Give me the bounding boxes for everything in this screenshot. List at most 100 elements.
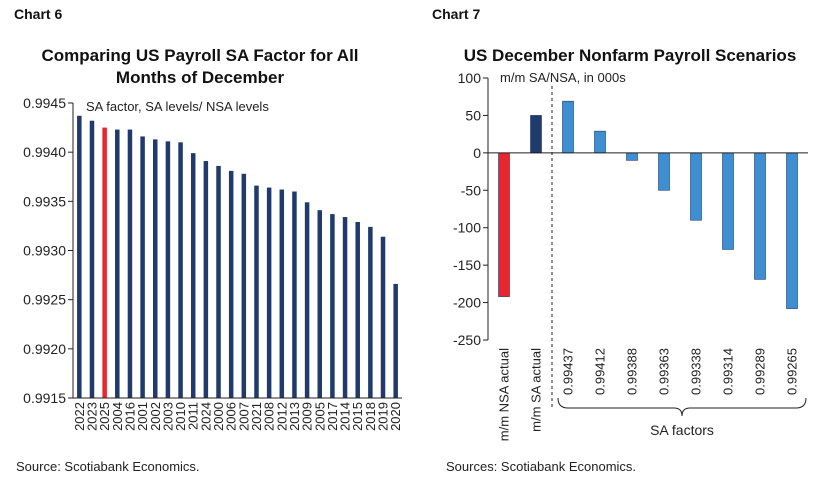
- chart-6-bar-2011: [190, 153, 196, 398]
- chart-6-source: Source: Scotiabank Economics.: [16, 459, 200, 474]
- chart-6-x-tick-label: 2001: [135, 402, 150, 431]
- chart-6-x-tick-label: 2006: [224, 402, 239, 431]
- chart-6-bar-2015: [355, 221, 360, 398]
- chart-6-x-tick-label: 2014: [338, 402, 353, 431]
- chart-7-bar-0.99412: [594, 130, 606, 154]
- chart-7-y-tick-label: 0: [473, 145, 481, 161]
- chart-6-y-tick-label: 0.9915: [23, 390, 66, 406]
- chart-6-x-tick-label: 2009: [300, 402, 315, 431]
- chart-7-x-tick-label: 0.99363: [657, 348, 672, 395]
- chart-6-bar-2005: [317, 210, 322, 398]
- chart-6-bar-2010: [178, 142, 183, 398]
- chart-6-x-tick-label: 2002: [148, 402, 163, 431]
- chart-7-x-tick-label: m/m NSA actual: [497, 348, 512, 441]
- chart-6-x-tick-label: 2011: [186, 402, 201, 430]
- chart-6-y-tick-label: 0.9920: [23, 341, 66, 357]
- chart-6-bar-2012: [279, 189, 285, 398]
- chart-6-x-tick-label: 2023: [84, 402, 99, 431]
- chart-6-bar-2023: [89, 120, 95, 398]
- chart-7-x-tick-label: 0.99265: [785, 348, 800, 395]
- chart-7-y-tick-label: -100: [453, 220, 481, 236]
- chart-7-x-tick-label: 0.99338: [689, 348, 704, 395]
- chart-7-bar-0.99437: [562, 100, 574, 154]
- chart-7-y-tick-label: 100: [458, 70, 482, 86]
- chart-6-x-tick-label: 2025: [97, 402, 112, 431]
- chart-6-x-tick-label: 2017: [325, 402, 340, 431]
- chart-6-bar-2007: [241, 173, 247, 398]
- chart-6-bar-2004: [115, 129, 120, 399]
- chart-7-bar-0.99363: [658, 152, 670, 191]
- chart-7-plot: m/m SA/NSA, in 000s 100 50 0 -50 -100 -150 -20…: [453, 70, 808, 441]
- chart-6-y-tick-label: 0.9940: [23, 144, 66, 160]
- chart-6-label: Chart 6: [14, 6, 63, 22]
- chart-6-x-tick-label: 2019: [376, 402, 391, 431]
- chart-6-x-tick-label: 2012: [274, 402, 289, 431]
- chart-6-x-tick-label: 2008: [262, 402, 277, 431]
- chart-6-bar-2016: [127, 129, 133, 399]
- chart-7-x-tick-label: 0.99412: [593, 348, 608, 395]
- chart-7-y-tick-label: -150: [453, 257, 481, 273]
- chart-6-y-tick-label: 0.9935: [23, 193, 66, 209]
- chart-6-bar-2014: [342, 217, 348, 398]
- chart-6-x-tick-label: 2022: [72, 402, 87, 431]
- chart-6-x-tick-label: 2000: [211, 402, 226, 431]
- chart-6-bar-2002: [153, 139, 158, 398]
- chart-6-bar-2021: [254, 185, 259, 398]
- chart-6-x-tick-label: 2015: [350, 402, 365, 431]
- chart-7-group-label: SA factors: [650, 422, 714, 438]
- chart-6-x-tick-label: 2007: [236, 402, 251, 431]
- chart-6-bar-2001: [140, 136, 145, 398]
- chart-7-annotation: m/m SA/NSA, in 000s: [500, 70, 626, 85]
- chart-7-y-tick-label: 50: [465, 107, 481, 123]
- chart-6-bar-2008: [266, 187, 272, 398]
- chart-6-y-tick-label: 0.9945: [23, 95, 66, 111]
- chart-6-y-tick-label: 0.9930: [23, 243, 66, 259]
- chart-7-sa-factors-brace: [557, 397, 807, 417]
- chart-6-bar-2025: [102, 127, 107, 398]
- chart-6-bar-2009: [304, 202, 310, 398]
- chart-6-panel: Chart 6 Comparing US Payroll SA Factor f…: [14, 6, 403, 474]
- chart-6-bar-2022: [77, 115, 82, 399]
- chart-7-source: Sources: Scotiabank Economics.: [446, 459, 637, 474]
- chart-6-x-tick-label: 2021: [249, 402, 264, 431]
- chart-6-x-tick-label: 2013: [287, 402, 302, 431]
- chart-7-x-tick-label: 0.99289: [753, 348, 768, 395]
- chart-7-bar-0.99289: [754, 152, 766, 280]
- chart-6-bar-2003: [165, 141, 171, 398]
- chart-6-x-tick-label: 2020: [388, 402, 403, 431]
- chart-6-x-tick-label: 2003: [160, 402, 175, 431]
- chart-6-bar-2020: [393, 283, 398, 398]
- chart-6-x-tick-label: 2010: [173, 402, 188, 431]
- chart-6-x-tick-label: 2005: [312, 402, 327, 431]
- chart-7-panel: Chart 7 US December Nonfarm Payroll Scen…: [414, 0, 828, 483]
- chart-7-bar-0.99338: [690, 152, 702, 221]
- chart-7-y-tick-label: -50: [461, 182, 481, 198]
- chart-7-y-tick-label: -250: [453, 332, 481, 348]
- chart-7-bar-0.99265: [786, 152, 798, 309]
- chart-7-x-tick-label: 0.99437: [561, 348, 576, 395]
- chart-6-plot: SA factor, SA levels/ NSA levels 0.9945 0…: [23, 95, 403, 431]
- chart-7-bar-0.99388: [626, 152, 638, 161]
- chart-6-x-tick-label: 2024: [198, 402, 213, 431]
- chart-6-bar-2017: [330, 214, 335, 398]
- chart-7-x-tick-label: m/m SA actual: [529, 348, 544, 432]
- chart-6-x-tick-label: 2016: [122, 402, 137, 431]
- chart-6-y-tick-label: 0.9925: [23, 292, 66, 308]
- chart-6-x-tick-label: 2018: [363, 402, 378, 431]
- chart-6-bar-2006: [228, 170, 234, 398]
- chart-7-bar-sa-actual: [530, 115, 542, 154]
- chart-7-x-tick-label: 0.99314: [721, 348, 736, 395]
- chart-7-title: US December Nonfarm Payroll Scenarios: [463, 46, 797, 65]
- chart-6-bar-2013: [292, 191, 297, 398]
- chart-7-bar-nsa-actual: [498, 152, 510, 297]
- chart-6-bar-2000: [216, 165, 221, 398]
- chart-6-title: Comparing US Payroll SA Factor for All M…: [41, 46, 359, 87]
- chart-7-x-tick-label: 0.99388: [625, 348, 640, 395]
- chart-6-bar-2024: [203, 161, 209, 398]
- chart-6-x-tick-label: 2004: [110, 402, 125, 431]
- chart-7-label: Chart 7: [432, 6, 481, 22]
- chart-6-annotation: SA factor, SA levels/ NSA levels: [86, 99, 269, 114]
- chart-7-bar-0.99314: [722, 152, 734, 250]
- chart-6-bar-2018: [368, 226, 373, 398]
- chart-6-bar-2019: [380, 236, 386, 398]
